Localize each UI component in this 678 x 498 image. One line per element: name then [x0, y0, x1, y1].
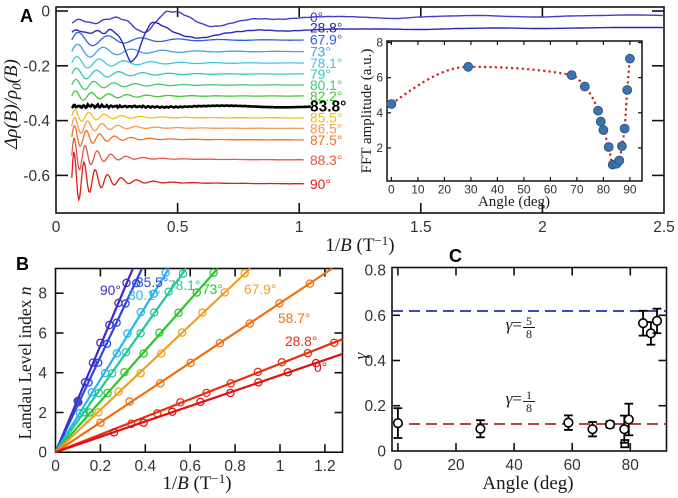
svg-text:0.5: 0.5 [167, 219, 189, 236]
svg-text:0.6: 0.6 [179, 458, 201, 475]
svg-text:40: 40 [491, 183, 505, 197]
svg-text:-0.6: -0.6 [23, 168, 50, 185]
svg-text:2: 2 [376, 141, 383, 155]
svg-text:2.5: 2.5 [653, 219, 675, 236]
svg-text:Angle (deg): Angle (deg) [482, 473, 573, 494]
svg-text:0°: 0° [310, 10, 323, 25]
svg-text:86.5°: 86.5° [310, 122, 342, 137]
svg-text:80: 80 [597, 183, 611, 197]
svg-text:FFT amplitude (a.u.): FFT amplitude (a.u.) [359, 49, 375, 174]
svg-text:γ=: γ= [506, 389, 522, 408]
svg-text:50: 50 [517, 183, 531, 197]
svg-text:0: 0 [377, 443, 386, 460]
svg-text:8: 8 [38, 286, 47, 303]
svg-text:B: B [16, 254, 29, 274]
svg-text:28.8°: 28.8° [310, 21, 342, 36]
svg-text:78.1°: 78.1° [310, 56, 342, 71]
svg-text:67.9°: 67.9° [244, 282, 276, 297]
svg-text:1/B (T−1): 1/B (T−1) [162, 471, 231, 494]
svg-text:Δρ(B)/ρ0(B): Δρ(B)/ρ0(B) [1, 59, 24, 150]
svg-text:0.2: 0.2 [364, 398, 386, 415]
svg-text:87.5°: 87.5° [310, 133, 342, 148]
svg-text:C: C [449, 246, 462, 266]
svg-text:1.2: 1.2 [314, 458, 336, 475]
svg-text:0.4: 0.4 [135, 458, 157, 475]
svg-text:0.8: 0.8 [364, 263, 386, 280]
svg-text:1: 1 [295, 219, 304, 236]
svg-text:82.2°: 82.2° [310, 89, 342, 104]
svg-text:1.5: 1.5 [410, 219, 432, 236]
svg-text:0: 0 [38, 445, 47, 462]
svg-text:-0.2: -0.2 [23, 58, 50, 75]
svg-text:Angle (deg): Angle (deg) [478, 194, 550, 210]
svg-text:0.6: 0.6 [364, 308, 386, 325]
svg-text:A: A [20, 6, 33, 26]
svg-text:73°: 73° [310, 45, 331, 60]
svg-text:20: 20 [447, 457, 465, 474]
svg-text:90°: 90° [310, 177, 331, 192]
svg-text:6: 6 [38, 325, 47, 342]
svg-text:10: 10 [411, 183, 425, 197]
svg-text:30: 30 [464, 183, 478, 197]
svg-text:1: 1 [526, 388, 532, 402]
svg-text:4: 4 [38, 365, 47, 382]
svg-text:60: 60 [564, 457, 582, 474]
svg-text:0.4: 0.4 [364, 353, 386, 370]
svg-text:80.1°: 80.1° [128, 288, 160, 303]
svg-text:85.5°: 85.5° [136, 275, 168, 290]
svg-text:88.3°: 88.3° [310, 153, 342, 168]
svg-text:6: 6 [376, 71, 383, 85]
svg-text:4: 4 [376, 106, 383, 120]
svg-text:2: 2 [538, 219, 547, 236]
svg-text:0: 0 [52, 219, 61, 236]
svg-text:60: 60 [544, 183, 558, 197]
svg-text:-0.4: -0.4 [23, 113, 50, 130]
svg-text:90°: 90° [100, 283, 121, 298]
svg-text:0: 0 [51, 458, 60, 475]
svg-text:8: 8 [526, 401, 532, 415]
svg-text:58.7°: 58.7° [278, 311, 310, 326]
svg-text:70: 70 [570, 183, 584, 197]
svg-text:28.8°: 28.8° [285, 334, 317, 349]
svg-text:Landau Level index n: Landau Level index n [15, 286, 35, 439]
svg-text:γ=: γ= [506, 315, 522, 334]
svg-text:0: 0 [388, 183, 395, 197]
svg-text:67.9°: 67.9° [310, 33, 342, 48]
svg-text:90: 90 [623, 183, 637, 197]
svg-text:0: 0 [41, 4, 50, 21]
svg-text:79°: 79° [310, 67, 331, 82]
svg-text:0: 0 [394, 457, 403, 474]
svg-text:8: 8 [376, 36, 383, 50]
svg-text:2: 2 [38, 405, 47, 422]
svg-text:78.1°: 78.1° [168, 278, 200, 293]
svg-text:8: 8 [526, 327, 532, 341]
svg-text:5: 5 [526, 314, 532, 328]
svg-text:40: 40 [505, 457, 523, 474]
svg-text:80.1°: 80.1° [310, 78, 342, 93]
svg-text:0.2: 0.2 [90, 458, 112, 475]
svg-text:γ: γ [351, 351, 370, 359]
svg-text:1/B (T−1): 1/B (T−1) [325, 233, 394, 256]
svg-text:1: 1 [276, 458, 285, 475]
svg-text:83.8°: 83.8° [310, 99, 346, 116]
svg-text:73°: 73° [202, 282, 223, 297]
svg-text:20: 20 [438, 183, 452, 197]
svg-text:0.8: 0.8 [224, 458, 246, 475]
svg-text:85.5°: 85.5° [310, 111, 342, 126]
svg-text:0°: 0° [314, 360, 327, 375]
svg-text:80: 80 [622, 457, 640, 474]
